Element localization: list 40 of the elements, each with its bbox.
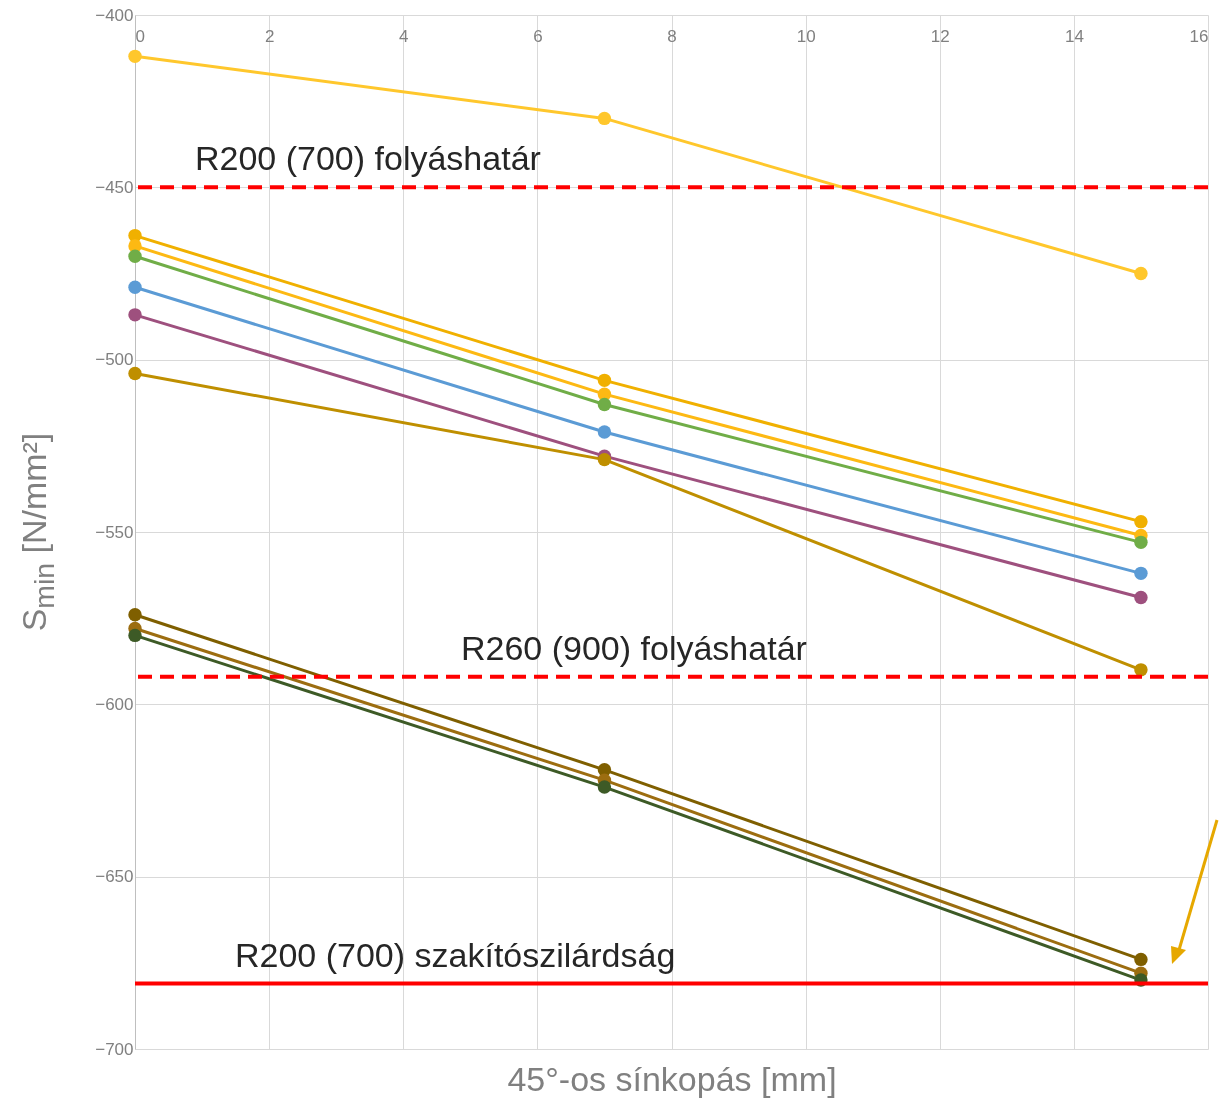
y-tick-label: −450	[95, 177, 134, 197]
point	[1134, 266, 1148, 281]
x-tick-label: 12	[930, 26, 950, 46]
point	[597, 425, 612, 439]
y-tick-label: −500	[95, 350, 134, 370]
point	[597, 111, 612, 126]
x-tick-label: 10	[796, 26, 816, 46]
point	[1134, 590, 1148, 605]
x-tick-label: 4	[399, 26, 409, 46]
point	[128, 308, 142, 322]
point	[128, 628, 142, 643]
point	[597, 373, 612, 388]
x-tick-label: 0	[135, 26, 145, 46]
y-tick-label: −600	[95, 694, 134, 714]
point	[597, 397, 612, 412]
point	[1134, 663, 1148, 677]
y-tick-label: −650	[95, 867, 134, 887]
x-tick-label: 14	[1064, 26, 1084, 46]
ref-line-label: R200 (700) folyáshatár	[195, 139, 541, 178]
point	[597, 452, 612, 467]
x-tick-label: 16	[1189, 26, 1209, 46]
point	[128, 366, 142, 381]
y-tick-label: −400	[95, 5, 134, 25]
point	[597, 780, 612, 794]
y-tick-label: −550	[95, 522, 134, 542]
point	[1134, 514, 1148, 529]
y-tick-label: −700	[95, 1039, 134, 1059]
point	[1134, 952, 1148, 967]
point	[128, 608, 142, 622]
point	[128, 49, 142, 64]
x-axis-title: 45°-os sínkopás [mm]	[507, 1059, 837, 1098]
point	[1134, 535, 1148, 550]
x-tick-label: 6	[533, 26, 543, 46]
x-tick-label: 2	[264, 26, 275, 46]
ref-line-label: R260 (900) folyáshatár	[461, 628, 807, 667]
ref-line-label: R200 (700) szakítószilárdság	[235, 935, 676, 974]
x-tick-label: 8	[667, 26, 677, 46]
point	[128, 280, 142, 294]
point	[128, 249, 142, 263]
point	[1134, 566, 1148, 581]
